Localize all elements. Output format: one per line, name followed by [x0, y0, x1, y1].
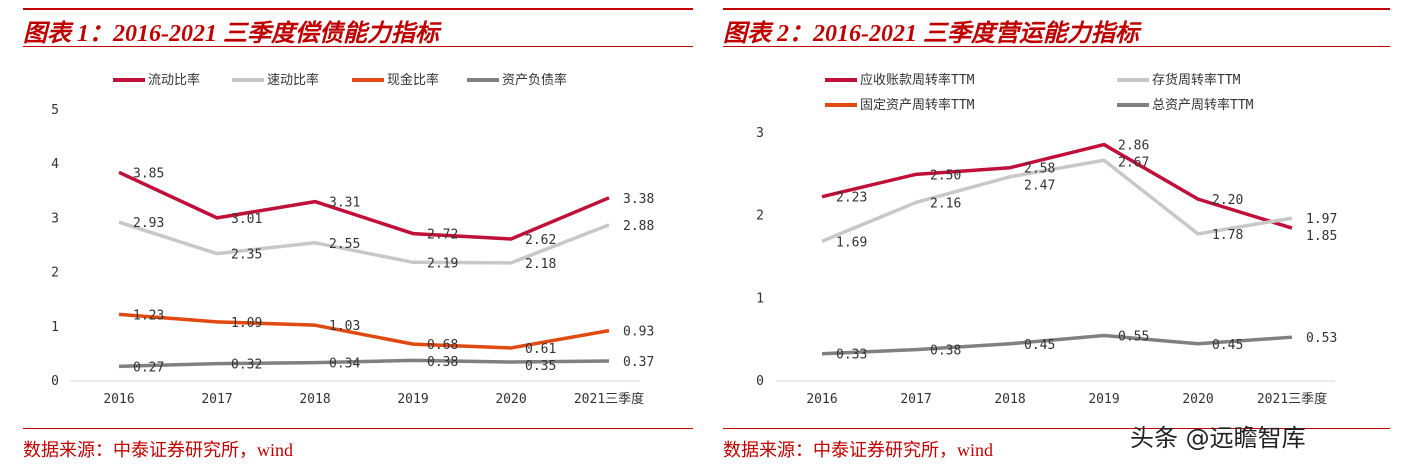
data-label: 0.27 [133, 360, 164, 375]
data-label: 0.38 [930, 344, 961, 359]
data-label: 2.20 [1212, 193, 1243, 208]
data-label: 2.23 [836, 191, 867, 206]
data-label: 0.61 [525, 342, 556, 357]
data-label: 1.78 [1212, 228, 1243, 243]
x-tick-label: 2021三季度 [574, 391, 644, 407]
series-line [821, 158, 1293, 243]
legend-label: 固定资产周转率TTM [860, 97, 975, 113]
y-tick-label: 1 [51, 320, 59, 335]
data-label: 3.85 [133, 166, 164, 181]
bottom-rule [23, 428, 693, 429]
data-label: 0.55 [1118, 330, 1149, 345]
data-label: 2.88 [623, 219, 654, 234]
legend-label: 存货周转率TTM [1152, 72, 1241, 88]
data-label: 2.50 [930, 168, 961, 183]
y-tick-label: 2 [51, 266, 59, 281]
data-label: 2.62 [525, 233, 556, 248]
data-label: 0.34 [329, 357, 360, 372]
bottom-rule [723, 428, 1390, 429]
data-label: 0.37 [623, 355, 654, 370]
data-label: 0.45 [1212, 338, 1243, 353]
data-label: 2.19 [427, 256, 458, 271]
data-label: 1.23 [133, 308, 164, 323]
data-label: 3.31 [329, 196, 360, 211]
data-label: 2.67 [1118, 156, 1149, 171]
series-line [118, 220, 610, 265]
series-line [118, 170, 610, 241]
x-tick-label: 2020 [495, 392, 526, 407]
source-note: 数据来源：中泰证券研究所，wind [723, 440, 993, 460]
y-tick-label: 3 [51, 211, 59, 226]
data-label: 0.33 [836, 348, 867, 363]
legend-label: 总资产周转率TTM [1152, 97, 1254, 113]
y-tick-label: 3 [756, 126, 764, 141]
series-line [821, 333, 1293, 356]
data-label: 3.38 [623, 192, 654, 207]
data-label: 0.68 [427, 338, 458, 353]
source-note: 数据来源：中泰证券研究所，wind [23, 440, 293, 460]
data-label: 2.35 [231, 248, 262, 263]
chart-panel-2: 图表 2：2016-2021 三季度营运能力指标 数据来源：中泰证券研究所，wi… [723, 0, 1390, 470]
chart-title: 图表 1：2016-2021 三季度偿债能力指标 [23, 21, 439, 47]
legend-label: 现金比率 [387, 72, 439, 88]
data-label: 3.01 [231, 212, 262, 227]
legend-label: 流动比率 [148, 72, 200, 88]
y-tick-label: 2 [756, 209, 764, 224]
series-line [118, 312, 610, 350]
x-tick-label: 2018 [299, 392, 330, 407]
data-label: 2.72 [427, 228, 458, 243]
top-rule [23, 8, 693, 10]
data-label: 1.03 [329, 319, 360, 334]
data-label: 2.55 [329, 237, 360, 252]
data-label: 0.32 [231, 358, 262, 373]
data-label: 2.86 [1118, 139, 1149, 154]
x-tick-label: 2016 [806, 392, 837, 407]
y-tick-label: 0 [756, 374, 764, 389]
x-tick-label: 2017 [900, 392, 931, 407]
data-label: 2.93 [133, 216, 164, 231]
data-label: 0.53 [1306, 331, 1337, 346]
y-tick-label: 4 [51, 157, 59, 172]
x-tick-label: 2018 [994, 392, 1025, 407]
x-tick-label: 2021三季度 [1257, 391, 1327, 407]
data-label: 0.93 [623, 325, 654, 340]
data-label: 0.38 [427, 355, 458, 370]
series-line [821, 142, 1293, 230]
x-tick-label: 2017 [201, 392, 232, 407]
data-label: 2.16 [930, 196, 961, 211]
data-label: 1.69 [836, 235, 867, 250]
data-label: 2.47 [1024, 179, 1055, 194]
legend-label: 资产负债率 [502, 72, 567, 88]
title-rule [23, 46, 693, 47]
top-rule [723, 8, 1390, 10]
y-tick-label: 0 [51, 374, 59, 389]
y-tick-label: 1 [756, 291, 764, 306]
x-tick-label: 2016 [103, 392, 134, 407]
x-tick-label: 2019 [397, 392, 428, 407]
data-label: 2.58 [1024, 162, 1055, 177]
legend-label: 速动比率 [267, 72, 319, 88]
data-label: 0.35 [525, 359, 556, 374]
y-tick-label: 5 [51, 103, 59, 118]
chart-panel-1: 图表 1：2016-2021 三季度偿债能力指标 数据来源：中泰证券研究所，wi… [23, 0, 693, 470]
title-rule [723, 46, 1390, 47]
watermark: 头条 @远瞻智库 [1130, 424, 1306, 452]
data-label: 1.85 [1306, 229, 1337, 244]
data-label: 1.97 [1306, 212, 1337, 227]
x-tick-label: 2020 [1182, 392, 1213, 407]
x-tick-label: 2019 [1088, 392, 1119, 407]
series-line [118, 358, 610, 369]
chart-title: 图表 2：2016-2021 三季度营运能力指标 [723, 21, 1139, 47]
data-label: 1.09 [231, 316, 262, 331]
data-label: 2.18 [525, 257, 556, 272]
data-label: 0.45 [1024, 338, 1055, 353]
legend-label: 应收账款周转率TTM [860, 72, 975, 88]
